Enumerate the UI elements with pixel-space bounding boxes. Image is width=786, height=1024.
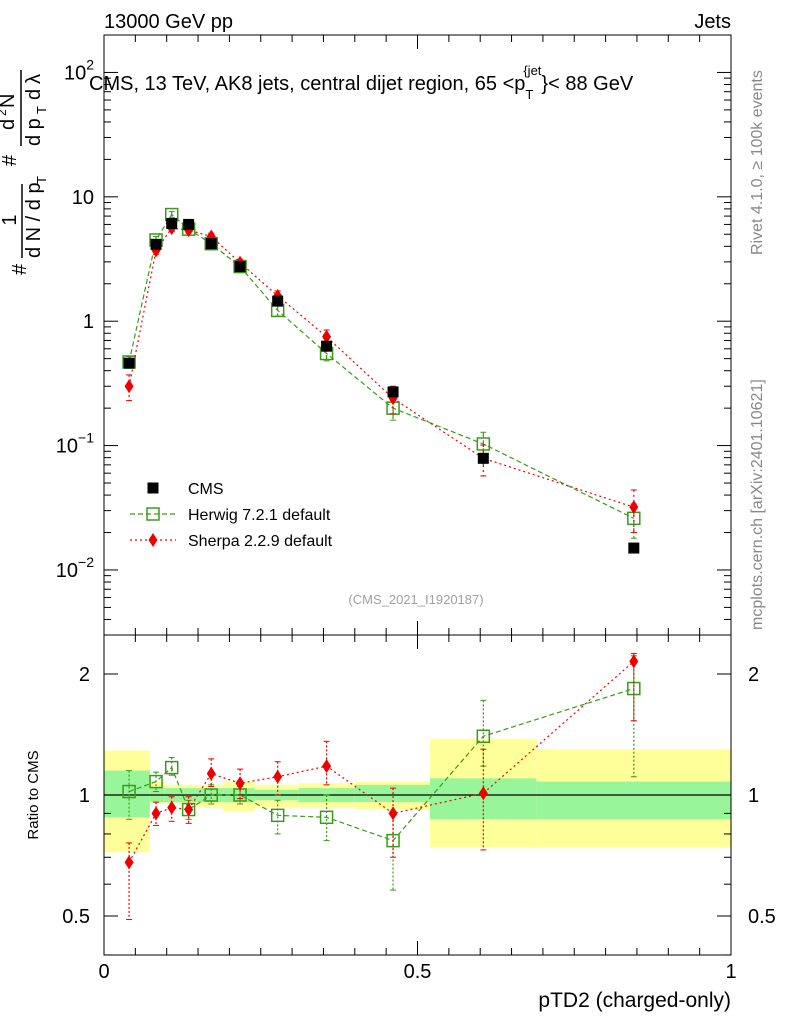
uncertainty-band-inner: [354, 784, 431, 803]
cms-data-point: [123, 357, 135, 369]
ratio-y-tick-label: 2: [79, 664, 90, 686]
herwig-series-line: [128, 213, 635, 519]
herwig-ratio-point: [476, 729, 491, 744]
sherpa-data-point: [322, 329, 332, 344]
svg-text:T: T: [34, 106, 49, 114]
x-tick-label: 0: [98, 961, 109, 983]
legend-label-sherpa: Sherpa 2.2.9 default: [188, 533, 333, 550]
svg-text:d: d: [23, 89, 45, 100]
analysis-id-label: (CMS_2021_I1920187): [348, 592, 483, 607]
x-axis-label: pTD2 (charged-only): [538, 989, 731, 1012]
plot-title: CMS, 13 TeV, AK8 jets, central dijet reg…: [89, 63, 634, 102]
sherpa-ratio-point: [124, 855, 134, 870]
svg-text:T: T: [34, 176, 49, 184]
cms-data-point: [183, 218, 195, 230]
cms-data-point: [272, 295, 284, 307]
herwig-ratio-point: [319, 810, 334, 825]
ratio-y-tick-label-right: 2: [748, 664, 759, 686]
sherpa-ratio-point: [388, 806, 398, 821]
x-tick-label: 0.5: [404, 961, 432, 983]
sherpa-ratio-point: [235, 776, 245, 791]
cms-data-point: [150, 238, 162, 250]
legend: CMS Herwig 7.2.1 default Sherpa 2.2.9 defa…: [130, 481, 333, 550]
sherpa-ratio-point: [184, 802, 194, 817]
ratio-y-tick-label-right: 1: [748, 785, 759, 807]
sherpa-ratio-point: [167, 800, 177, 815]
sherpa-ratio-point: [206, 766, 216, 781]
herwig-ratio-point: [122, 784, 136, 799]
cms-data-point: [477, 452, 489, 464]
svg-text:1: 1: [0, 214, 21, 225]
cms-data-point: [387, 386, 399, 398]
header-category-label: Jets: [694, 11, 731, 33]
ratio-y-tick-label: 0.5: [62, 906, 90, 928]
sherpa-series-line: [128, 227, 635, 508]
sherpa-ratio-point: [151, 806, 161, 821]
sherpa-ratio-line: [128, 660, 635, 863]
y-tick-label: 10−2: [56, 554, 94, 582]
herwig-ratio-point: [386, 833, 400, 848]
legend-marker-herwig: [146, 507, 160, 521]
main-plot-panel: 10−2 10−1 1 10 102 CMS, 13 TeV, AK8 jets, ce…: [0, 34, 732, 636]
svg-text:N: N: [0, 94, 19, 108]
cms-data-point: [628, 542, 640, 554]
y-tick-label: 102: [64, 56, 94, 84]
legend-label-cms: CMS: [188, 481, 224, 498]
svg-text:d: d: [0, 119, 19, 130]
svg-text:#: #: [0, 154, 21, 166]
x-tick-label: 1: [725, 961, 736, 983]
herwig-ratio-point: [270, 808, 285, 823]
herwig-ratio-point: [149, 774, 163, 789]
sherpa-ratio-point: [322, 759, 332, 774]
sherpa-data-point: [124, 379, 134, 394]
svg-text:d p: d p: [23, 118, 45, 146]
y-tick-label: 1: [83, 311, 94, 333]
svg-text:2: 2: [0, 109, 9, 116]
cms-data-point: [234, 261, 246, 273]
legend-marker-cms: [147, 482, 159, 494]
cms-data-point: [166, 218, 178, 230]
rivet-version-label: Rivet 4.1.0, ≥ 100k events: [749, 70, 766, 255]
y-tick-label: 10−1: [56, 430, 94, 458]
herwig-ratio-point: [204, 788, 218, 802]
svg-text:d N / d p: d N / d p: [23, 182, 45, 258]
uncertainty-band-inner: [104, 770, 150, 818]
legend-marker-sherpa: [148, 533, 158, 547]
sherpa-ratio-point: [478, 786, 488, 801]
ratio-y-tick-label: 1: [79, 785, 90, 807]
ratio-y-tick-label-right: 0.5: [748, 906, 776, 928]
sherpa-ratio-point: [273, 769, 283, 784]
uncertainty-band-inner: [536, 781, 731, 820]
y-axis-label: # 1 d N / d p T # d 2 N d p T d λ: [0, 70, 49, 275]
ratio-y-axis-label: Ratio to CMS: [25, 750, 42, 839]
header-energy-label: 13000 GeV pp: [104, 11, 233, 33]
sherpa-data-point: [629, 500, 639, 515]
sherpa-ratio-point: [629, 654, 639, 669]
cms-data-point: [321, 340, 333, 352]
cms-data-point: [205, 238, 217, 250]
herwig-data-point: [476, 437, 491, 451]
ratio-plot-panel: 0.5 0.5 1 1 2 2 0 0.5 1 Ratio to CMS pTD2 (char…: [25, 634, 776, 1012]
mcplots-label: mcplots.cern.ch [arXiv:2401.10621]: [749, 379, 766, 630]
legend-label-herwig: Herwig 7.2.1 default: [188, 507, 331, 524]
herwig-ratio-line: [128, 687, 634, 842]
svg-text:#: #: [9, 263, 31, 275]
herwig-ratio-point: [164, 760, 179, 775]
svg-text:λ: λ: [23, 74, 45, 84]
y-tick-label: 10: [72, 187, 94, 209]
